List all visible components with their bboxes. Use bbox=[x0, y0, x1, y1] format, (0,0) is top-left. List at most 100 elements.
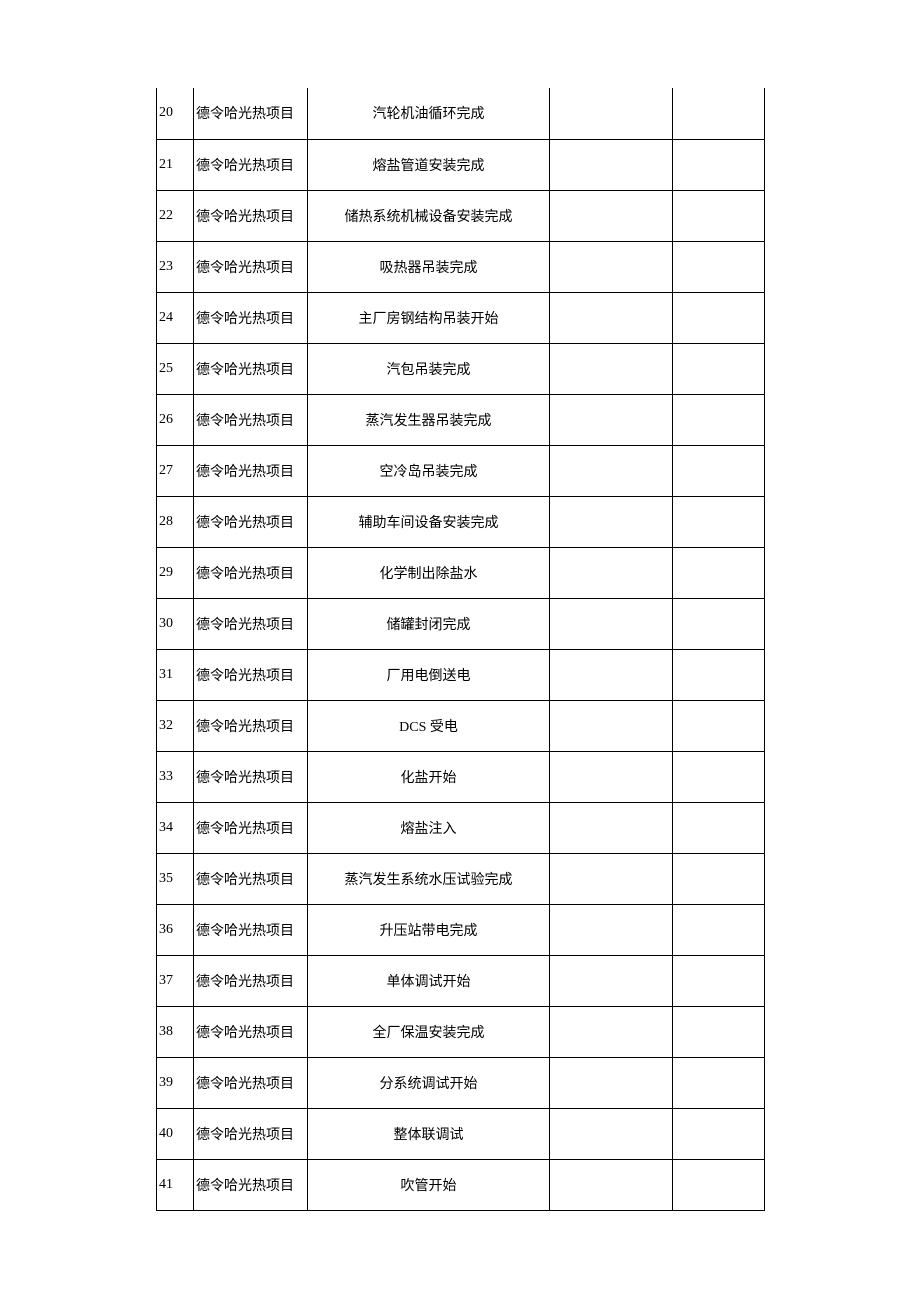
empty-cell-2 bbox=[673, 598, 765, 649]
row-index: 37 bbox=[157, 955, 194, 1006]
row-index: 31 bbox=[157, 649, 194, 700]
table-row: 20德令哈光热项目汽轮机油循环完成 bbox=[157, 88, 765, 139]
row-index: 34 bbox=[157, 802, 194, 853]
empty-cell-1 bbox=[550, 853, 673, 904]
row-index: 33 bbox=[157, 751, 194, 802]
task-name: 辅助车间设备安装完成 bbox=[308, 496, 550, 547]
project-name: 德令哈光热项目 bbox=[194, 394, 308, 445]
empty-cell-2 bbox=[673, 139, 765, 190]
task-name: 厂用电倒送电 bbox=[308, 649, 550, 700]
row-index: 24 bbox=[157, 292, 194, 343]
row-index: 28 bbox=[157, 496, 194, 547]
project-name: 德令哈光热项目 bbox=[194, 1159, 308, 1210]
row-index: 21 bbox=[157, 139, 194, 190]
empty-cell-1 bbox=[550, 1159, 673, 1210]
table-row: 23德令哈光热项目吸热器吊装完成 bbox=[157, 241, 765, 292]
row-index: 20 bbox=[157, 88, 194, 139]
project-name: 德令哈光热项目 bbox=[194, 904, 308, 955]
task-name: 全厂保温安装完成 bbox=[308, 1006, 550, 1057]
empty-cell-2 bbox=[673, 496, 765, 547]
empty-cell-1 bbox=[550, 751, 673, 802]
empty-cell-2 bbox=[673, 1108, 765, 1159]
empty-cell-1 bbox=[550, 1108, 673, 1159]
empty-cell-2 bbox=[673, 700, 765, 751]
project-name: 德令哈光热项目 bbox=[194, 445, 308, 496]
table-row: 33德令哈光热项目化盐开始 bbox=[157, 751, 765, 802]
row-index: 39 bbox=[157, 1057, 194, 1108]
project-name: 德令哈光热项目 bbox=[194, 853, 308, 904]
empty-cell-2 bbox=[673, 955, 765, 1006]
empty-cell-1 bbox=[550, 190, 673, 241]
task-name: 升压站带电完成 bbox=[308, 904, 550, 955]
table-row: 27德令哈光热项目空冷岛吊装完成 bbox=[157, 445, 765, 496]
row-index: 30 bbox=[157, 598, 194, 649]
task-name: DCS 受电 bbox=[308, 700, 550, 751]
empty-cell-2 bbox=[673, 241, 765, 292]
row-index: 40 bbox=[157, 1108, 194, 1159]
task-name: 蒸汽发生系统水压试验完成 bbox=[308, 853, 550, 904]
table-row: 21德令哈光热项目熔盐管道安装完成 bbox=[157, 139, 765, 190]
empty-cell-1 bbox=[550, 88, 673, 139]
project-name: 德令哈光热项目 bbox=[194, 1108, 308, 1159]
empty-cell-2 bbox=[673, 394, 765, 445]
project-name: 德令哈光热项目 bbox=[194, 955, 308, 1006]
table-row: 38德令哈光热项目全厂保温安装完成 bbox=[157, 1006, 765, 1057]
empty-cell-1 bbox=[550, 700, 673, 751]
row-index: 25 bbox=[157, 343, 194, 394]
project-name: 德令哈光热项目 bbox=[194, 751, 308, 802]
table-row: 41德令哈光热项目吹管开始 bbox=[157, 1159, 765, 1210]
empty-cell-1 bbox=[550, 955, 673, 1006]
row-index: 29 bbox=[157, 547, 194, 598]
row-index: 38 bbox=[157, 1006, 194, 1057]
task-name: 主厂房钢结构吊装开始 bbox=[308, 292, 550, 343]
empty-cell-1 bbox=[550, 802, 673, 853]
empty-cell-1 bbox=[550, 394, 673, 445]
table-row: 31德令哈光热项目厂用电倒送电 bbox=[157, 649, 765, 700]
task-name: 化盐开始 bbox=[308, 751, 550, 802]
row-index: 26 bbox=[157, 394, 194, 445]
project-name: 德令哈光热项目 bbox=[194, 700, 308, 751]
empty-cell-2 bbox=[673, 547, 765, 598]
empty-cell-2 bbox=[673, 1006, 765, 1057]
project-name: 德令哈光热项目 bbox=[194, 496, 308, 547]
row-index: 41 bbox=[157, 1159, 194, 1210]
project-name: 德令哈光热项目 bbox=[194, 598, 308, 649]
empty-cell-2 bbox=[673, 190, 765, 241]
project-name: 德令哈光热项目 bbox=[194, 190, 308, 241]
empty-cell-1 bbox=[550, 1006, 673, 1057]
task-name: 汽轮机油循环完成 bbox=[308, 88, 550, 139]
project-name: 德令哈光热项目 bbox=[194, 241, 308, 292]
empty-cell-1 bbox=[550, 292, 673, 343]
task-name: 储热系统机械设备安装完成 bbox=[308, 190, 550, 241]
table-row: 34德令哈光热项目熔盐注入 bbox=[157, 802, 765, 853]
task-name: 化学制出除盐水 bbox=[308, 547, 550, 598]
project-name: 德令哈光热项目 bbox=[194, 292, 308, 343]
table-row: 40德令哈光热项目整体联调试 bbox=[157, 1108, 765, 1159]
row-index: 22 bbox=[157, 190, 194, 241]
empty-cell-2 bbox=[673, 751, 765, 802]
project-name: 德令哈光热项目 bbox=[194, 343, 308, 394]
table-row: 36德令哈光热项目升压站带电完成 bbox=[157, 904, 765, 955]
table-row: 25德令哈光热项目汽包吊装完成 bbox=[157, 343, 765, 394]
empty-cell-1 bbox=[550, 496, 673, 547]
empty-cell-2 bbox=[673, 1057, 765, 1108]
task-name: 熔盐管道安装完成 bbox=[308, 139, 550, 190]
task-name: 熔盐注入 bbox=[308, 802, 550, 853]
task-name: 整体联调试 bbox=[308, 1108, 550, 1159]
project-name: 德令哈光热项目 bbox=[194, 802, 308, 853]
empty-cell-1 bbox=[550, 139, 673, 190]
table-row: 39德令哈光热项目分系统调试开始 bbox=[157, 1057, 765, 1108]
task-name: 空冷岛吊装完成 bbox=[308, 445, 550, 496]
row-index: 35 bbox=[157, 853, 194, 904]
task-name: 储罐封闭完成 bbox=[308, 598, 550, 649]
empty-cell-2 bbox=[673, 649, 765, 700]
empty-cell-1 bbox=[550, 445, 673, 496]
project-name: 德令哈光热项目 bbox=[194, 1057, 308, 1108]
empty-cell-1 bbox=[550, 343, 673, 394]
empty-cell-1 bbox=[550, 649, 673, 700]
empty-cell-2 bbox=[673, 802, 765, 853]
project-name: 德令哈光热项目 bbox=[194, 88, 308, 139]
task-name: 汽包吊装完成 bbox=[308, 343, 550, 394]
row-index: 27 bbox=[157, 445, 194, 496]
table-row: 28德令哈光热项目辅助车间设备安装完成 bbox=[157, 496, 765, 547]
